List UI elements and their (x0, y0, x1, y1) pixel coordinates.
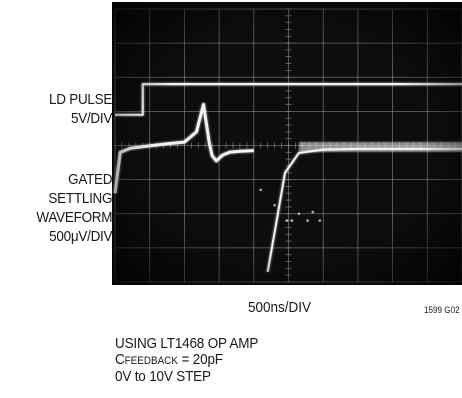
gated-line-2: SETTLING (48, 190, 112, 207)
ld-pulse-scale: 5V/DIV (70, 110, 112, 127)
screen-vignette (112, 2, 462, 285)
notes-feedback-value: = 20pF (177, 351, 224, 368)
figure-id: 1599 G02 (424, 305, 460, 315)
notes-step: 0V to 10V STEP (115, 368, 211, 385)
gated-waveform-label: GATED SETTLING WAVEFORM 500μV/DIV (36, 170, 112, 246)
gated-line-1: GATED (67, 171, 112, 188)
ld-pulse-label: LD PULSE 5V/DIV (49, 90, 112, 128)
oscilloscope-screen (112, 2, 462, 285)
ld-pulse-name: LD PULSE (48, 91, 112, 108)
notes-op-amp: USING LT1468 OP AMP (115, 335, 259, 352)
gated-scale: 500μV/DIV (48, 228, 112, 245)
timebase-label: 500ns/DIV (248, 299, 312, 316)
oscilloscope-plot (112, 2, 462, 285)
notes-feedback-sub: FEEDBACK (124, 355, 178, 367)
notes-block: USING LT1468 OP AMP CFEEDBACK = 20pF 0V … (115, 336, 258, 385)
notes-feedback: CFEEDBACK = 20pF (115, 352, 258, 369)
notes-feedback-c: C (115, 351, 125, 368)
gated-line-3: WAVEFORM (36, 209, 112, 226)
